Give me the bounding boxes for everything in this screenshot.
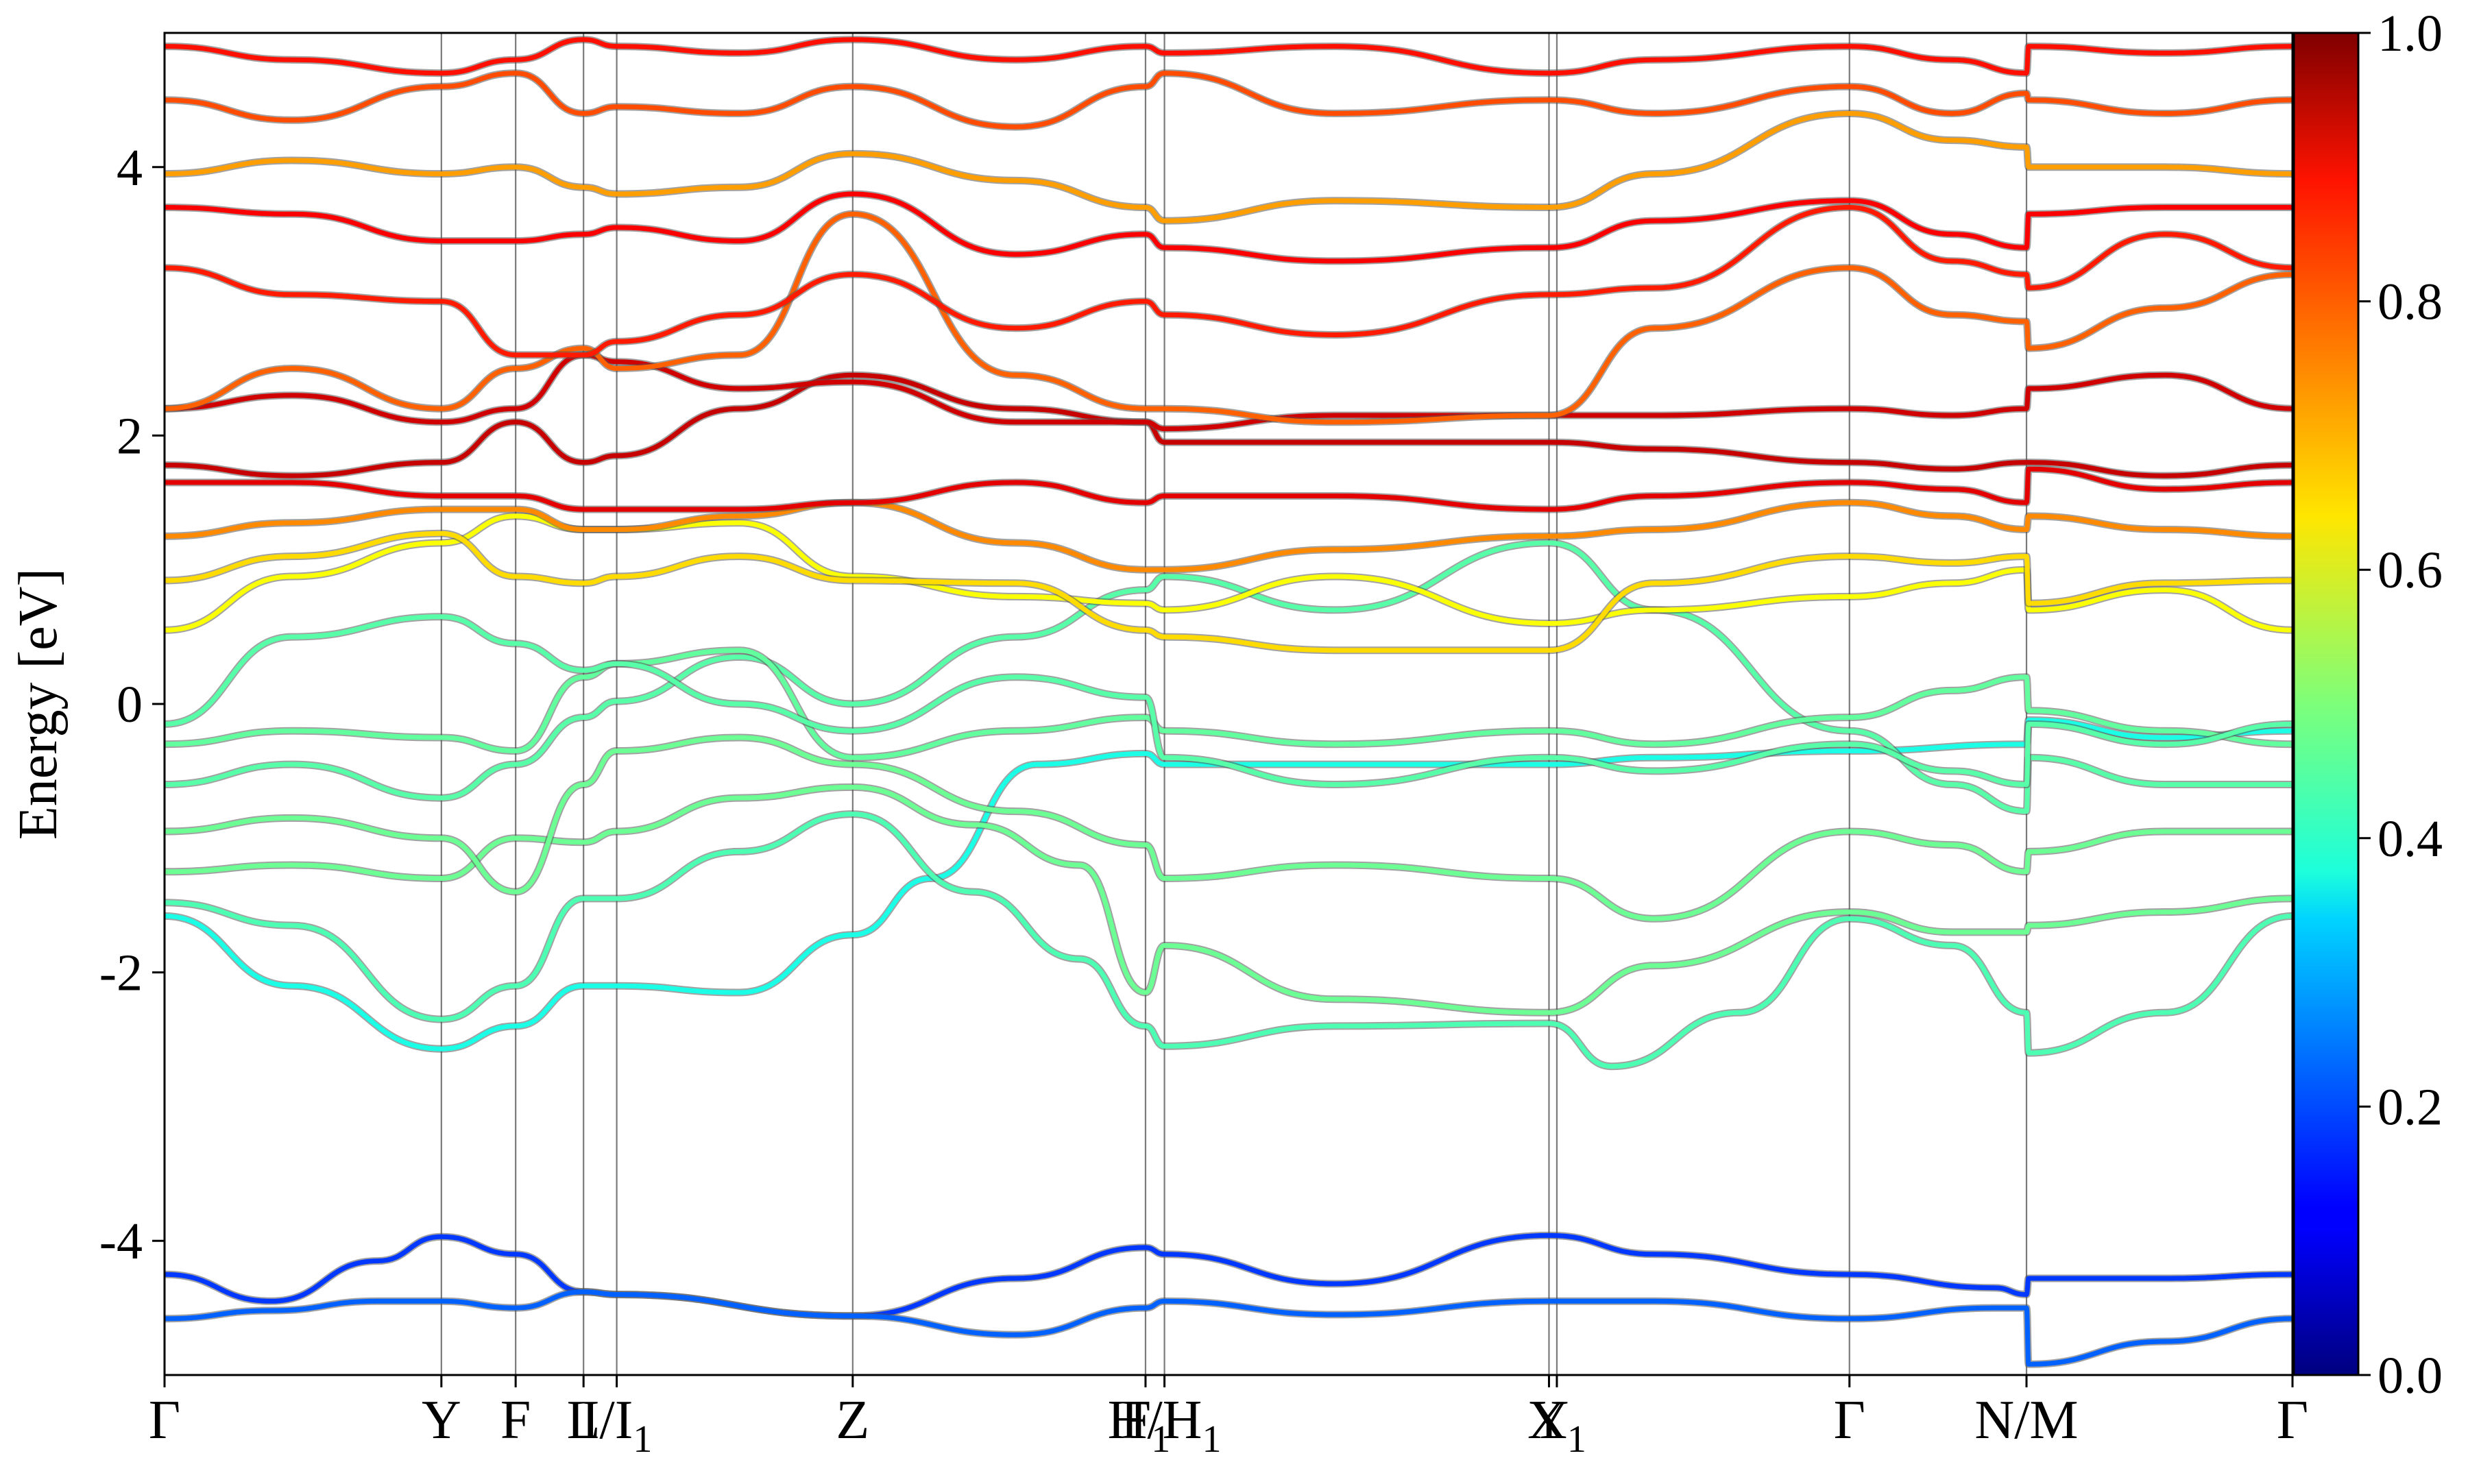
- band-outline: [165, 512, 2292, 634]
- y-tick-label: -4: [99, 1213, 143, 1270]
- band-lines: [165, 36, 2292, 1368]
- band-line: [165, 784, 2292, 1015]
- band-line: [165, 735, 2292, 921]
- band-line: [165, 1289, 2292, 1367]
- x-tick-label: X1: [1527, 1390, 1586, 1461]
- band-line: [165, 1232, 2292, 1319]
- x-tick-label: Y: [422, 1390, 461, 1450]
- colorbar-gradient: [2292, 32, 2360, 1376]
- colorbar-tick-label: 0.0: [2378, 1347, 2443, 1404]
- band-line: [165, 466, 2292, 512]
- band-line: [165, 111, 2292, 223]
- band-line: [165, 352, 2292, 432]
- band-line: [165, 540, 2292, 814]
- band-line: [165, 372, 2292, 478]
- x-tick-label: Γ: [1834, 1390, 1865, 1450]
- x-tick-label: Y: [1529, 1390, 1569, 1450]
- band-line: [165, 648, 2292, 760]
- y-axis-ticks: 4 2 0 -2 -4: [99, 139, 165, 1270]
- y-tick-label: -2: [99, 945, 143, 1002]
- x-tick-label: F: [500, 1390, 531, 1450]
- band-line: [165, 531, 2292, 653]
- band-line: [165, 513, 2292, 633]
- band-outline: [165, 646, 2292, 762]
- band-outline: [165, 36, 2292, 77]
- x-axis-ticks: Γ Y F LI/I1 Z F1H/H1 YX1 Γ N/M Γ: [149, 1375, 2308, 1461]
- band-line: [165, 71, 2292, 130]
- colorbar-tick-label: 0.8: [2378, 273, 2443, 331]
- band-line: [165, 205, 2292, 358]
- y-tick-label: 0: [117, 676, 143, 733]
- colorbar-tick-label: 0.4: [2378, 810, 2443, 868]
- band-outline: [165, 351, 2292, 433]
- x-tick-label: Γ: [149, 1390, 180, 1450]
- colorbar: 1.0 0.8 0.6 0.4 0.2 0.0: [2292, 5, 2443, 1404]
- band-line: [165, 211, 2292, 425]
- y-axis-label: Energy [eV]: [8, 568, 69, 840]
- band-line: [165, 500, 2292, 572]
- y-tick-label: 4: [117, 139, 143, 197]
- band-line: [165, 37, 2292, 76]
- band-outline: [165, 110, 2292, 225]
- colorbar-tick-label: 0.2: [2378, 1078, 2443, 1136]
- band-outline: [165, 69, 2292, 131]
- x-tick-label: H/H1: [1108, 1390, 1222, 1461]
- x-tick-label: Z: [836, 1390, 869, 1450]
- band-line: [165, 812, 2292, 1069]
- x-tick-label: I/I1: [581, 1390, 653, 1461]
- x-tick-label: Γ: [2277, 1390, 2308, 1450]
- x-tick-label: F1: [1121, 1390, 1171, 1461]
- band-line: [165, 718, 2292, 1051]
- band-line: [165, 191, 2292, 264]
- x-tick-label: N/M: [1974, 1390, 2078, 1450]
- y-tick-label: 2: [117, 407, 143, 465]
- colorbar-tick-label: 0.6: [2378, 542, 2443, 599]
- band-line: [165, 614, 2292, 787]
- colorbar-tick-label: 1.0: [2378, 5, 2443, 62]
- x-tick-label: L: [567, 1390, 601, 1450]
- colorbar-ticks: 1.0 0.8 0.6 0.4 0.2 0.0: [2358, 5, 2443, 1404]
- band-outline: [165, 783, 2292, 1017]
